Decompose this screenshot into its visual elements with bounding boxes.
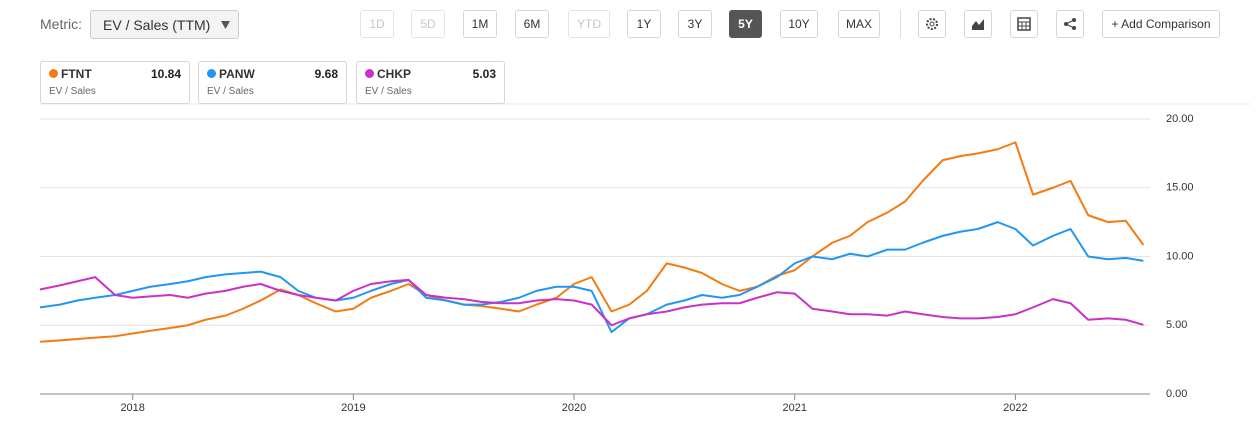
area-icon xyxy=(972,19,984,30)
series-line xyxy=(39,141,1145,343)
metric-select-text: EV / Sales (TTM) xyxy=(103,17,211,33)
legend-name: CHKP xyxy=(377,67,412,81)
table-icon xyxy=(1017,17,1031,31)
settings-button[interactable] xyxy=(918,10,946,38)
y-tick-label: 20.00 xyxy=(1166,113,1194,125)
series-line xyxy=(39,276,1144,327)
legend-metric: EV / Sales xyxy=(49,86,96,97)
metric-select[interactable]: EV / Sales (TTM) xyxy=(90,10,239,39)
legend-metric: EV / Sales xyxy=(365,86,412,97)
separator xyxy=(900,10,901,38)
range-button[interactable]: 6M xyxy=(515,10,549,38)
legend-name: PANW xyxy=(219,67,255,81)
add-comparison-button[interactable]: + Add Comparison xyxy=(1102,10,1220,38)
range-button[interactable]: 3Y xyxy=(678,10,712,38)
x-tick-label: 2022 xyxy=(1003,402,1027,414)
legend-name: FTNT xyxy=(61,67,92,81)
range-button[interactable]: 10Y xyxy=(780,10,818,38)
range-button[interactable]: 1D xyxy=(360,10,394,38)
x-tick-label: 2018 xyxy=(120,402,144,414)
y-tick-label: 15.00 xyxy=(1166,182,1194,194)
legend-value: 9.68 xyxy=(314,67,338,81)
dropdown-arrow xyxy=(221,21,230,29)
legend-card: FTNT 10.84 EV / Sales xyxy=(40,61,190,104)
legend-metric: EV / Sales xyxy=(207,86,254,97)
series-line xyxy=(39,221,1144,334)
legend-dot xyxy=(365,69,374,78)
range-button[interactable]: MAX xyxy=(838,10,880,38)
metric-label: Metric: xyxy=(40,16,82,32)
legend-dot xyxy=(49,69,58,78)
range-button[interactable]: 5Y xyxy=(729,10,762,38)
x-tick-label: 2019 xyxy=(341,402,365,414)
range-button[interactable]: YTD xyxy=(568,10,610,38)
legend-card: CHKP 5.03 EV / Sales xyxy=(356,61,505,104)
y-tick-label: 0.00 xyxy=(1166,388,1187,400)
y-tick-label: 10.00 xyxy=(1166,250,1194,262)
legend-dot xyxy=(207,69,216,78)
table-button[interactable] xyxy=(1010,10,1038,38)
range-button[interactable]: 5D xyxy=(411,10,445,38)
gear-icon xyxy=(926,18,938,30)
legend-value: 5.03 xyxy=(472,67,496,81)
share-button[interactable] xyxy=(1056,10,1084,38)
legend-card: PANW 9.68 EV / Sales xyxy=(198,61,347,104)
y-tick-label: 5.00 xyxy=(1166,319,1187,331)
share-icon xyxy=(1064,18,1076,30)
chart-type-button[interactable] xyxy=(964,10,992,38)
legend-value: 10.84 xyxy=(150,67,181,81)
x-tick-label: 2020 xyxy=(562,402,586,414)
range-button[interactable]: 1M xyxy=(463,10,497,38)
x-tick-label: 2021 xyxy=(782,402,806,414)
range-button[interactable]: 1Y xyxy=(627,10,661,38)
